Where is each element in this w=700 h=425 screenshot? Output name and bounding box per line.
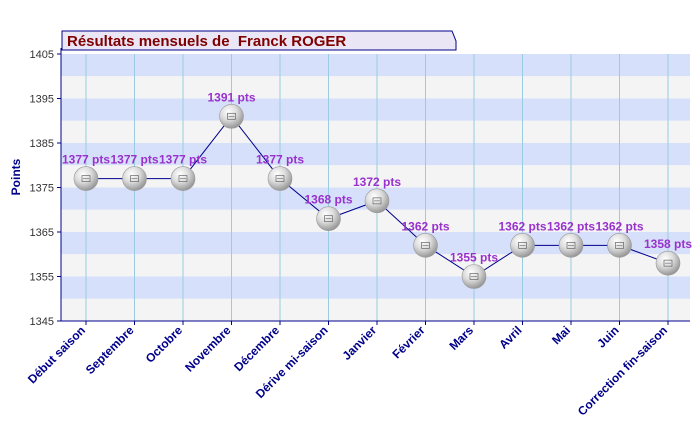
data-point-marker [413,233,438,258]
grid-band [61,143,690,166]
marker-emblem [663,259,673,267]
marker-emblem [275,175,285,182]
chart-title-box: Résultats mensuels de Franck ROGER [61,30,457,51]
data-label: 1362 pts [595,219,643,233]
data-label: 1362 pts [401,219,449,233]
marker-emblem [130,175,139,182]
data-label: 1362 pts [547,219,595,233]
x-tick-label: Octobre [143,323,186,366]
data-point-marker [219,104,244,129]
marker-emblem [324,215,333,222]
data-label: 1377 pts [256,153,304,167]
x-tick-label: Mai [549,323,573,347]
data-point-marker [316,206,341,231]
x-tick-label: Novembre [182,323,234,375]
marker-emblem [178,175,188,182]
data-point-marker [655,250,681,276]
y-tick-label: 1405 [30,49,54,61]
data-point-marker [510,233,535,258]
marker-emblem [615,242,624,249]
data-point-marker [461,264,487,289]
marker-emblem [421,242,430,249]
x-tick-label: Février [389,323,427,361]
marker-emblem [227,112,236,120]
grid-band [61,209,690,232]
grid-band [61,254,690,277]
x-tick-label: Début saison [25,323,88,386]
y-tick-label: 1355 [30,272,54,284]
marker-emblem [566,242,576,249]
marker-emblem [518,242,527,249]
x-tick-label: Mars [446,323,476,353]
data-label: 1372 pts [353,175,401,189]
x-tick-label: Correction fin-saison [575,323,670,418]
title-box-shape [61,30,457,51]
grid-band [61,232,690,255]
data-label: 1377 pts [110,153,158,167]
data-label: 1377 pts [62,153,110,167]
data-label: 1368 pts [304,193,352,207]
data-label: 1355 pts [450,251,498,265]
data-point-marker [170,166,196,191]
data-label: 1362 pts [498,219,546,233]
y-tick-label: 1345 [30,316,54,328]
background-bands [61,54,690,321]
data-point-marker [267,166,293,191]
grid-band [61,298,690,321]
data-point-marker [73,166,99,191]
data-label: 1377 pts [159,153,207,167]
y-tick-label: 1385 [30,138,54,150]
marker-emblem [469,273,479,280]
data-label: 1391 pts [207,90,255,104]
data-point-marker [558,233,584,258]
data-label: 1358 pts [644,237,692,251]
y-tick-label: 1365 [30,227,54,239]
x-tick-label: Décembre [231,323,282,374]
grid-band [61,276,690,299]
axes [60,48,690,322]
grid-band [61,98,690,121]
chart-title: Résultats mensuels de Franck ROGER [67,33,346,50]
y-tick-label: 1395 [30,94,54,106]
grid-band [61,120,690,143]
x-tick-label: Janvier [340,323,380,363]
y-tick-label: 1375 [30,183,54,195]
grid-band [61,165,690,188]
marker-emblem [372,197,382,205]
x-tick-label: Juin [594,323,621,350]
x-tick-label: Avril [496,323,524,351]
grid-band [61,54,690,77]
data-point-marker [122,166,147,191]
data-point-marker [364,188,390,214]
x-tick-label: Septembre [83,323,137,377]
grid-band [61,76,690,99]
y-tick-labels: 1345 1355 1365 1375 1385 1395 1405 [30,49,61,328]
marker-emblem [81,175,91,182]
y-axis-label: Points [9,158,23,195]
data-points [73,104,681,289]
data-point-marker [607,233,632,258]
